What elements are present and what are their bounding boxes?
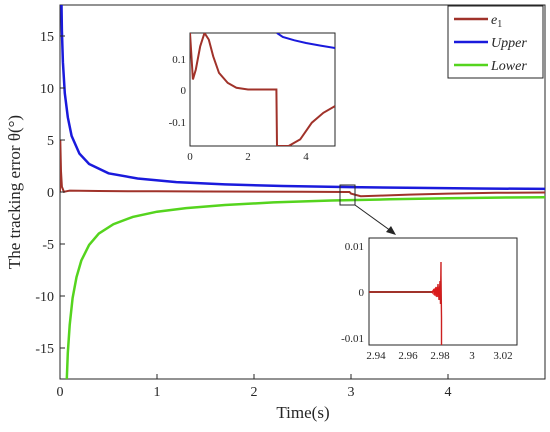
inset-overview-y-tick-m01: -0.1 xyxy=(169,117,186,129)
inset-overview-x-tick-0: 0 xyxy=(187,151,193,163)
legend-label-e1: e1 xyxy=(491,13,502,30)
inset-zoom: 2.94 2.96 2.98 3 3.02 0.01 0 -0.01 xyxy=(341,237,518,362)
zoom-region-box xyxy=(339,184,356,206)
legend-label-lower: Lower xyxy=(490,59,527,74)
inset-zoom-e1-blob xyxy=(431,287,441,297)
x-axis-label: Time(s) xyxy=(276,403,329,422)
y-tick-label-15: 15 xyxy=(40,30,54,45)
inset-zoom-x-tick-298: 2.98 xyxy=(430,350,450,362)
x-tick-label-3: 3 xyxy=(348,385,355,400)
zoom-arrow-line xyxy=(354,204,392,232)
series-line-e1 xyxy=(60,140,545,198)
inset-zoom-x-tick-302: 3.02 xyxy=(493,350,512,362)
inset-zoom-y-tick-m001: -0.01 xyxy=(341,333,364,345)
series-layer xyxy=(60,5,545,379)
inset-overview-y-tick-01: 0.1 xyxy=(172,54,186,66)
series-line-lower xyxy=(65,195,545,379)
y-tick-label-m15: -15 xyxy=(35,342,54,357)
x-tick-label-2: 2 xyxy=(251,385,258,400)
inset-zoom-x-tick-296: 2.96 xyxy=(398,350,418,362)
x-tick-label-0: 0 xyxy=(57,385,64,400)
legend-label-upper: Upper xyxy=(491,36,527,51)
inset-zoom-y-tick-001: 0.01 xyxy=(345,241,364,253)
inset-zoom-x-tick-294: 2.94 xyxy=(366,350,386,362)
inset-overview-y-tick-0: 0 xyxy=(181,85,187,97)
y-tick-label-m10: -10 xyxy=(35,290,54,305)
inset-overview: 0 2 4 0.1 0 -0.1 xyxy=(169,32,336,163)
x-axis: 0 1 2 3 4 xyxy=(57,374,452,400)
x-tick-label-4: 4 xyxy=(445,385,452,400)
x-tick-label-1: 1 xyxy=(154,385,161,400)
legend: e1 Upper Lower xyxy=(447,5,544,79)
y-tick-label-0: 0 xyxy=(47,186,54,201)
series-line-upper xyxy=(60,5,545,191)
y-axis: 15 10 5 0 -5 -10 -15 xyxy=(35,30,65,357)
inset-zoom-series xyxy=(369,261,443,345)
y-tick-label-m5: -5 xyxy=(42,238,54,253)
y-tick-label-10: 10 xyxy=(40,82,54,97)
inset-overview-line-e1 xyxy=(190,33,335,146)
y-tick-label-5: 5 xyxy=(47,134,54,149)
inset-zoom-x-tick-3: 3 xyxy=(469,350,475,362)
y-axis-label: The tracking error θ(°) xyxy=(5,115,24,269)
inset-overview-x-tick-4: 4 xyxy=(303,151,309,163)
zoom-arrow-head xyxy=(386,226,396,235)
inset-overview-line-upper xyxy=(276,33,335,49)
inset-overview-x-tick-2: 2 xyxy=(245,151,251,163)
inset-zoom-y-tick-0: 0 xyxy=(359,287,365,299)
